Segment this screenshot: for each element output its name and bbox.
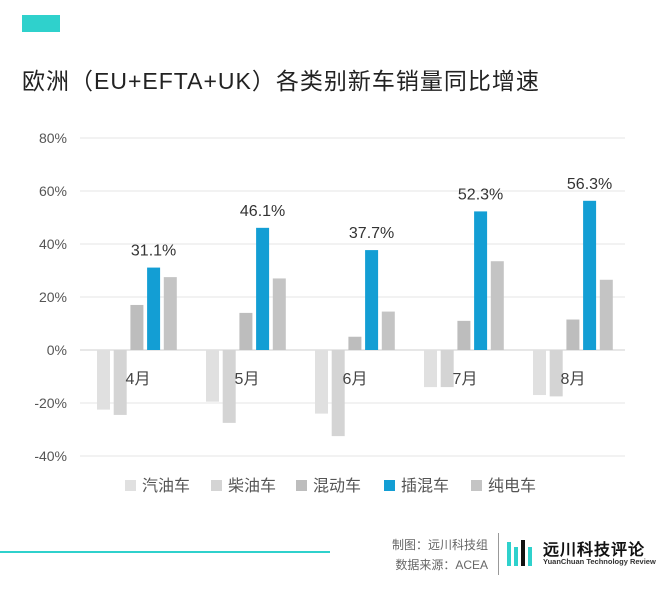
bar-柴油车-6月 (331, 350, 345, 437)
credit-line-data-source: 数据来源：ACEA (395, 558, 488, 572)
x-tick-label: 8月 (561, 371, 586, 388)
y-tick-label: 80% (39, 130, 67, 146)
legend-swatch-柴油车 (211, 480, 222, 491)
bar-混动车-4月 (130, 304, 144, 350)
bar-插混车-6月 (365, 250, 379, 350)
bar-插混车-7月 (474, 211, 488, 350)
brand-logo: 远川科技评论 YuanChuan Technology Review (506, 536, 656, 572)
legend-label-汽油车: 汽油车 (142, 477, 190, 495)
bar-chart: -40% -20% 0% 20% 40% 60% 80% 4月 5月 6月 7月 8月 31.1% 46.… (34, 130, 625, 495)
bar-纯电车-5月 (272, 278, 286, 350)
y-tick-label: 20% (39, 289, 67, 305)
data-label: 37.7% (349, 225, 394, 242)
bar-插混车-8月 (583, 200, 597, 350)
bar-纯电车-6月 (381, 311, 395, 350)
legend-label-混动车: 混动车 (313, 477, 361, 495)
bar-柴油车-7月 (440, 350, 454, 388)
bar-汽油车-7月 (424, 350, 437, 388)
chart-title: 欧洲（EU+EFTA+UK）各类别新车销量同比增速 (22, 68, 540, 94)
brand-logo-icon (507, 540, 532, 566)
bar-柴油车-5月 (222, 350, 236, 423)
legend-swatch-混动车 (296, 480, 307, 491)
x-tick-label: 4月 (126, 371, 151, 388)
legend-label-柴油车: 柴油车 (228, 477, 276, 495)
brand-name-cn: 远川科技评论 (543, 542, 646, 559)
credits: 制图：远川科技组 数据来源：ACEA (380, 535, 488, 575)
bottom-accent-line (0, 551, 330, 553)
y-tick-label: 0% (47, 342, 67, 358)
legend-swatch-汽油车 (125, 480, 136, 491)
bar-汽油车-5月 (206, 350, 219, 402)
bar-混动车-6月 (348, 336, 362, 350)
legend-label-纯电车: 纯电车 (488, 477, 536, 495)
y-tick-label: 40% (39, 236, 67, 252)
bar-汽油车-6月 (315, 350, 328, 414)
header-accent-bar (22, 15, 60, 32)
data-label: 56.3% (567, 176, 612, 193)
bar-插混车-5月 (256, 227, 270, 350)
bar-纯电车-4月 (163, 277, 177, 350)
x-tick-label: 6月 (343, 371, 368, 388)
legend-swatch-纯电车 (471, 480, 482, 491)
bar-混动车-5月 (239, 312, 253, 350)
bar-混动车-7月 (457, 320, 471, 350)
bar-纯电车-8月 (599, 279, 613, 350)
x-tick-label: 5月 (235, 371, 260, 388)
bar-插混车-4月 (147, 267, 161, 350)
data-label: 31.1% (131, 243, 176, 260)
data-label: 46.1% (240, 203, 285, 220)
brand-name-en: YuanChuan Technology Review (543, 557, 656, 566)
y-tick-label: -20% (34, 395, 67, 411)
y-tick-label: -40% (34, 448, 67, 464)
credit-line-chart-maker: 制图：远川科技组 (391, 538, 488, 552)
legend-swatch-插混车 (384, 480, 395, 491)
bar-汽油车-4月 (97, 350, 110, 410)
bar-柴油车-4月 (113, 350, 127, 415)
footer-separator (498, 533, 499, 575)
legend-label-插混车: 插混车 (401, 477, 449, 495)
y-tick-label: 60% (39, 183, 67, 199)
bar-混动车-8月 (566, 319, 580, 350)
data-label: 52.3% (458, 186, 503, 203)
bar-纯电车-7月 (490, 261, 504, 350)
bar-柴油车-8月 (549, 350, 563, 397)
x-tick-label: 7月 (453, 371, 478, 388)
bar-汽油车-8月 (533, 350, 546, 396)
